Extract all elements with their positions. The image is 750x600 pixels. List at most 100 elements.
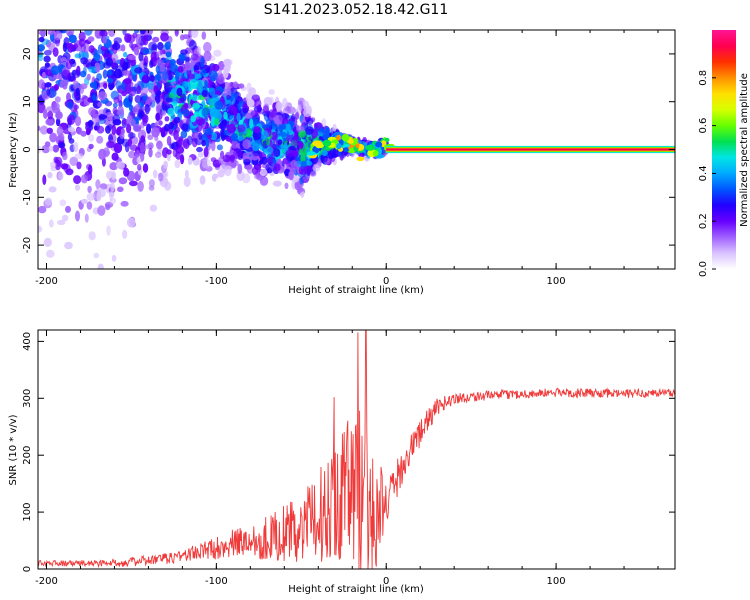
spectrogram-cell (154, 93, 161, 104)
spectrogram-cell (210, 141, 216, 152)
spectrogram-cell (80, 43, 86, 53)
spectrogram-cell (164, 41, 171, 50)
spectrogram-cell (184, 62, 193, 71)
spectrogram-cell (104, 112, 114, 121)
spectrogram-cell (113, 142, 123, 154)
spectrogram-cell (248, 87, 256, 96)
spectrogram-cell (293, 131, 299, 141)
spectrogram-cell (47, 110, 54, 120)
spectrogram-cell (169, 143, 175, 150)
spectrogram-cell (225, 136, 231, 142)
spectrogram-cell (116, 161, 125, 170)
spectrogram-cell (66, 59, 73, 70)
spectrogram-cell (132, 72, 137, 82)
spectrogram-cell (177, 66, 184, 73)
spectrogram-cell (38, 225, 43, 233)
spectrogram-cell (169, 59, 176, 66)
spectrogram-cell (54, 96, 61, 103)
carrier-line (386, 148, 675, 151)
spectrogram-cell (210, 116, 216, 127)
snr-y-tick-label: 400 (22, 332, 33, 351)
spectrogram-cell (168, 122, 175, 129)
spectrogram-cell (196, 146, 203, 153)
spectrogram-cell (295, 111, 300, 120)
spectrogram-cell (38, 44, 45, 52)
spectrogram-cell (126, 34, 136, 44)
spectrogram-cell (91, 94, 97, 102)
spectrogram-cell (384, 137, 390, 143)
spectrogram-cell (176, 87, 183, 97)
spectrogram-cell (88, 107, 96, 116)
spectrogram-cell (335, 143, 342, 150)
spectrogram-cell (352, 138, 359, 142)
spectrogram-cell (272, 180, 282, 187)
spectrogram-cell (95, 65, 100, 73)
spectrogram-cell (87, 36, 95, 42)
spectrogram-cell (226, 94, 231, 101)
spectrogram-cell (142, 93, 147, 102)
spectrogram-cell (264, 146, 274, 155)
spectrogram-cell (86, 73, 91, 81)
spectrogram-cell (62, 42, 67, 53)
spectrogram-cell (312, 140, 323, 147)
spectrogram-cell (273, 148, 281, 158)
snr-marks (38, 330, 675, 569)
spectrogram-cell (285, 149, 294, 158)
spectrogram-cell (201, 107, 211, 118)
spectrogram-cell (140, 30, 146, 35)
spectrogram-cell (277, 139, 283, 145)
spectrogram-cell (88, 66, 97, 73)
spectrogram-cell (122, 229, 128, 239)
spectrogram-cell (120, 44, 126, 52)
spectrogram-cell (199, 69, 207, 76)
spectrogram-cell (128, 150, 136, 159)
spectrogram-cell (136, 156, 142, 164)
spectrogram-cell (180, 154, 185, 165)
spectrogram-cell (211, 94, 221, 103)
spectrogram-cell (214, 118, 220, 126)
spectrogram-cell (164, 116, 170, 122)
spectrogram-cell (65, 30, 75, 36)
spectrogram-cell (322, 133, 329, 140)
spectrogram-cell (306, 160, 313, 166)
spectrogram-cell (129, 180, 138, 187)
spectrogram-cell (61, 69, 71, 80)
spectrogram-cell (166, 149, 172, 155)
spectrogram-cell (153, 85, 159, 93)
spectrogram-cell (48, 145, 54, 152)
spectrogram-cell (199, 118, 206, 125)
snr-y-tick-label: 100 (22, 503, 33, 522)
spectrogram-cell (159, 64, 166, 72)
spectrogram-cell (137, 163, 142, 171)
spectrogram-cell (193, 103, 201, 109)
spectrogram-cell (300, 160, 307, 168)
spectrogram-cell (135, 149, 140, 158)
spectrogram-cell (263, 105, 269, 114)
spectrogram-cell (103, 82, 108, 89)
spectrogram-cell (127, 54, 137, 61)
spectrogram-cell (232, 63, 238, 72)
spectrogram-cell (147, 80, 154, 90)
spectrogram-cell (142, 34, 149, 46)
spectrogram-cell (264, 221, 274, 229)
spectrogram-x-tick-label: -200 (35, 276, 58, 287)
spectrogram-cell (43, 108, 48, 119)
spectrogram-cell (237, 136, 245, 142)
spectrogram-cell (190, 30, 199, 38)
snr-y-tick-label: 300 (22, 389, 33, 408)
spectrogram-cell (112, 102, 118, 108)
spectrogram-cell (219, 120, 227, 131)
spectrogram-cell (270, 124, 279, 130)
spectrogram-cell (174, 30, 179, 37)
spectrogram-cell (38, 30, 43, 35)
spectrogram-cell (103, 147, 110, 158)
spectrogram-cell (336, 134, 341, 141)
spectrogram-cell (298, 150, 304, 155)
spectrogram-cell (158, 172, 164, 182)
spectrogram-cell (102, 35, 107, 44)
spectrogram-cell (268, 89, 275, 95)
spectrogram-x-axis-label: Height of straight line (km) (288, 285, 424, 296)
spectrogram-cell (53, 84, 60, 91)
spectrogram-cell (128, 93, 133, 103)
